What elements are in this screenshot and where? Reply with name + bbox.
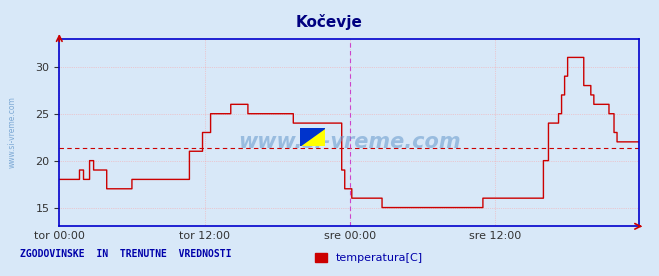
Polygon shape	[300, 128, 325, 146]
Text: Kočevje: Kočevje	[296, 14, 363, 30]
Polygon shape	[300, 128, 325, 146]
Legend: temperatura[C]: temperatura[C]	[311, 249, 427, 268]
Text: ZGODOVINSKE  IN  TRENUTNE  VREDNOSTI: ZGODOVINSKE IN TRENUTNE VREDNOSTI	[20, 249, 231, 259]
Text: www.si-vreme.com: www.si-vreme.com	[238, 132, 461, 152]
Text: www.si-vreme.com: www.si-vreme.com	[8, 97, 17, 168]
